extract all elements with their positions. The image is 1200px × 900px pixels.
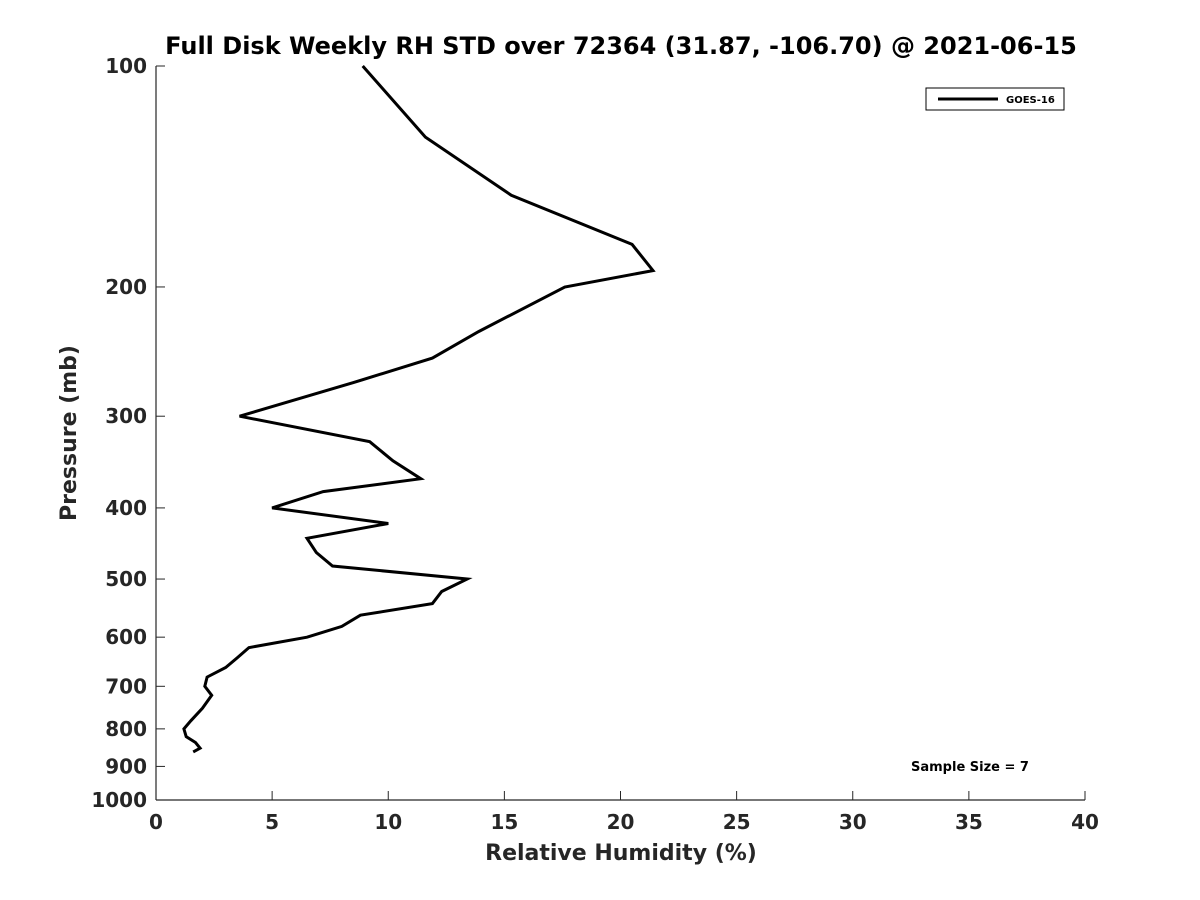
legend: GOES-16 (925, 87, 1065, 111)
x-axis-label: Relative Humidity (%) (485, 841, 757, 866)
series-line-goes-16 (182, 65, 656, 754)
x-tick-label: 15 (490, 810, 518, 834)
y-tick-label: 100 (105, 54, 147, 78)
y-tick-label: 200 (105, 275, 147, 299)
x-tick-label: 5 (265, 810, 279, 834)
sample-size-annotation: Sample Size = 7 (911, 760, 1029, 775)
x-tick-label: 25 (723, 810, 751, 834)
plot-area (182, 65, 656, 754)
y-tick-label: 800 (105, 717, 147, 741)
chart-title: Full Disk Weekly RH STD over 72364 (31.8… (165, 32, 1077, 60)
y-tick-label: 1000 (91, 788, 147, 812)
x-tick-label: 35 (955, 810, 983, 834)
x-tick-label: 40 (1071, 810, 1099, 834)
x-tick-label: 10 (374, 810, 402, 834)
x-tick-label: 0 (149, 810, 163, 834)
y-tick-label: 600 (105, 625, 147, 649)
y-tick-label: 400 (105, 496, 147, 520)
y-axis-label: Pressure (mb) (57, 345, 82, 521)
axes: 0 5 10 15 20 25 30 35 40 100 200 300 400 500 600 700 800… (91, 54, 1099, 834)
y-tick-label: 300 (105, 404, 147, 428)
y-tick-label: 700 (105, 674, 147, 698)
legend-label-goes-16: GOES-16 (1006, 95, 1055, 106)
y-tick-label: 500 (105, 567, 147, 591)
x-tick-label: 30 (839, 810, 867, 834)
y-tick-label: 900 (105, 754, 147, 778)
x-tick-label: 20 (607, 810, 635, 834)
